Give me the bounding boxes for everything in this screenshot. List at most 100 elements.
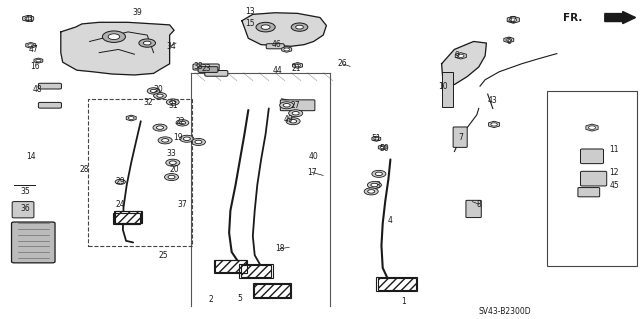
Circle shape [284, 103, 291, 107]
Text: 49: 49 [283, 115, 293, 124]
Circle shape [169, 161, 177, 165]
FancyBboxPatch shape [193, 64, 219, 70]
Text: 46: 46 [271, 40, 282, 49]
Bar [115, 213, 139, 224]
Text: 47: 47 [28, 45, 38, 54]
Circle shape [153, 124, 167, 131]
Text: 2: 2 [209, 295, 214, 304]
Text: 33: 33 [166, 149, 177, 158]
Text: 23: 23 [201, 64, 211, 73]
FancyBboxPatch shape [466, 200, 481, 218]
Circle shape [164, 174, 179, 181]
Circle shape [280, 102, 294, 109]
Circle shape [290, 119, 297, 123]
Polygon shape [242, 13, 326, 46]
FancyArrow shape [605, 11, 636, 24]
Circle shape [509, 18, 517, 22]
Polygon shape [488, 121, 500, 128]
Polygon shape [61, 22, 174, 75]
Circle shape [458, 54, 464, 57]
Text: 5: 5 [237, 294, 243, 303]
Circle shape [183, 137, 191, 141]
Circle shape [191, 138, 205, 145]
FancyBboxPatch shape [266, 44, 284, 49]
Bar [241, 265, 271, 277]
Circle shape [286, 118, 300, 125]
Text: 44: 44 [273, 66, 283, 75]
Polygon shape [282, 47, 292, 52]
Text: 4: 4 [388, 216, 393, 225]
Circle shape [139, 39, 156, 47]
Text: 39: 39 [132, 8, 143, 17]
Polygon shape [26, 42, 36, 48]
Circle shape [367, 182, 381, 189]
Bar [378, 278, 416, 290]
Circle shape [157, 94, 163, 97]
Polygon shape [34, 58, 43, 63]
Circle shape [25, 17, 31, 20]
Circle shape [108, 34, 120, 40]
Circle shape [296, 25, 303, 29]
Text: 11: 11 [610, 145, 619, 154]
Text: 27: 27 [291, 101, 301, 110]
Text: 43: 43 [488, 96, 498, 105]
Text: 31: 31 [168, 101, 178, 110]
Text: 17: 17 [307, 168, 317, 177]
Polygon shape [442, 41, 486, 85]
Circle shape [380, 146, 385, 149]
Circle shape [256, 22, 275, 32]
Bar [376, 277, 417, 291]
Circle shape [261, 25, 270, 29]
Text: 1: 1 [401, 297, 406, 306]
Circle shape [115, 179, 125, 184]
Bar [88, 99, 192, 246]
Text: 13: 13 [244, 7, 255, 16]
Circle shape [102, 31, 125, 42]
Bar [115, 211, 141, 223]
Text: 9: 9 [454, 51, 460, 60]
FancyBboxPatch shape [205, 70, 228, 76]
Text: 28: 28 [80, 165, 89, 174]
FancyBboxPatch shape [38, 102, 61, 108]
Text: 29: 29 [115, 177, 125, 186]
Circle shape [36, 59, 41, 62]
Polygon shape [126, 115, 136, 121]
Text: 3: 3 [375, 181, 380, 189]
Circle shape [128, 117, 134, 119]
Bar [239, 264, 273, 278]
Polygon shape [372, 136, 381, 141]
Circle shape [154, 93, 166, 99]
FancyBboxPatch shape [38, 83, 61, 89]
Text: 25: 25 [158, 251, 168, 260]
Text: 45: 45 [609, 181, 620, 189]
Circle shape [289, 110, 303, 117]
FancyBboxPatch shape [580, 171, 607, 186]
Circle shape [176, 120, 189, 126]
Text: 16: 16 [30, 63, 40, 71]
Text: 15: 15 [244, 19, 255, 28]
FancyBboxPatch shape [453, 127, 467, 147]
Circle shape [364, 188, 378, 195]
Polygon shape [586, 124, 598, 131]
Bar [547, 91, 637, 266]
Text: 40: 40 [308, 152, 319, 161]
Text: 36: 36 [20, 204, 31, 213]
Circle shape [195, 140, 202, 144]
Circle shape [168, 175, 175, 179]
Polygon shape [22, 15, 34, 22]
Circle shape [291, 23, 308, 31]
Bar [114, 211, 142, 223]
Text: 18: 18 [275, 244, 284, 253]
Bar [253, 283, 291, 298]
Circle shape [179, 121, 186, 124]
Bar [214, 260, 247, 273]
Circle shape [589, 126, 595, 130]
Bar [215, 260, 246, 272]
Circle shape [158, 137, 172, 144]
Circle shape [156, 126, 164, 130]
Polygon shape [292, 63, 303, 68]
Circle shape [284, 48, 290, 51]
Text: 34: 34 [166, 42, 177, 51]
Polygon shape [504, 37, 514, 43]
Text: 24: 24 [115, 200, 125, 209]
